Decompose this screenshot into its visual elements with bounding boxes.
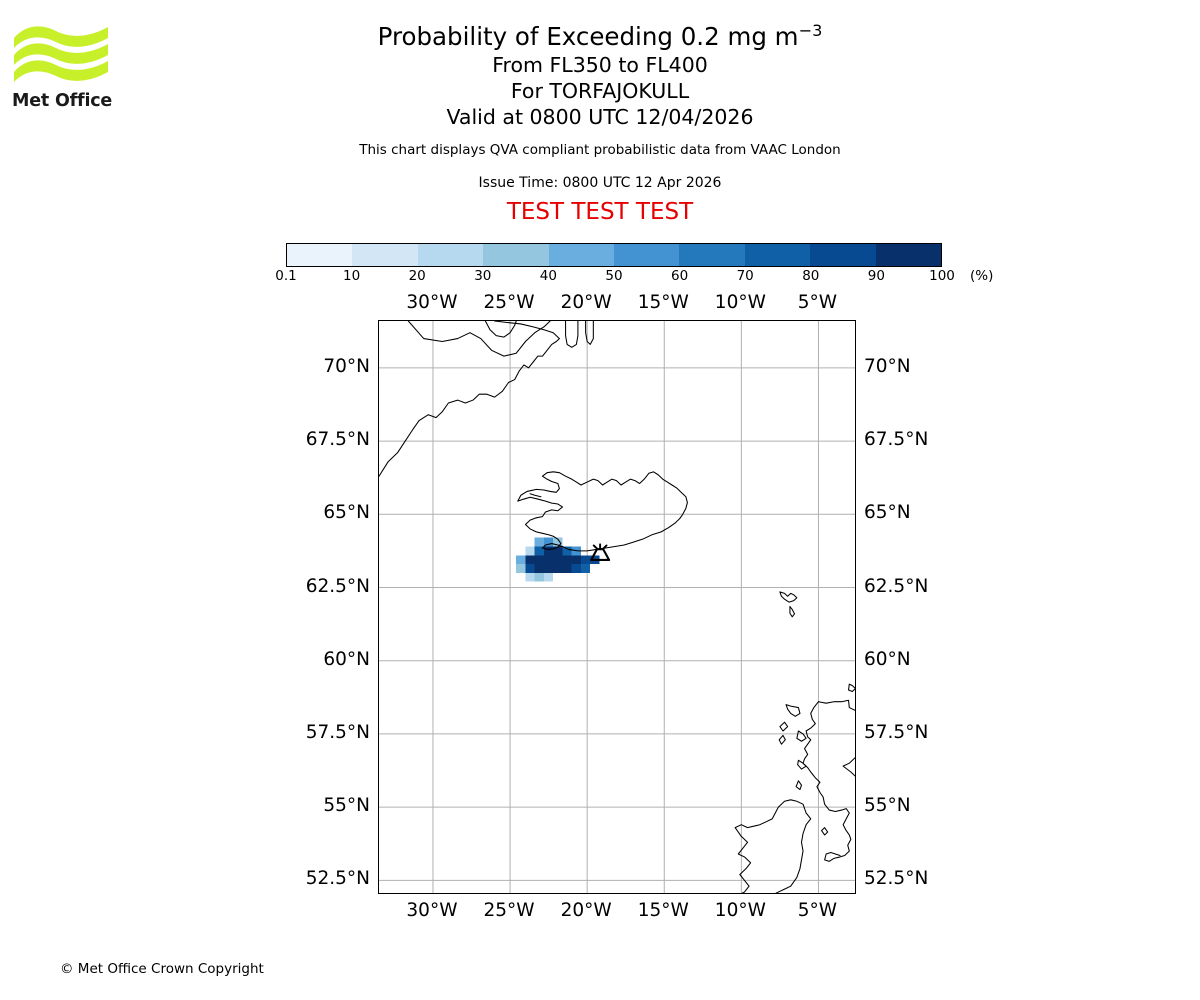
test-banner: TEST TEST TEST [506, 199, 694, 225]
colorbar-swatch-7 [744, 244, 811, 266]
lat-tick-left-52.5°N: 52.5°N [305, 868, 370, 890]
lon-tick-top-20°W: 20°W [560, 292, 612, 313]
lat-tick-right-67.5°N: 67.5°N [864, 429, 929, 451]
colorbar-swatch-5 [614, 244, 680, 266]
colorbar-tick-100: 100 [929, 268, 955, 284]
colorbar-tick-90: 90 [867, 268, 885, 284]
volcano-name-subtitle: For TORFAJOKULL [510, 79, 690, 103]
lon-tick-top-25°W: 25°W [483, 292, 535, 313]
map-canvas [379, 321, 855, 893]
lat-tick-right-57.5°N: 57.5°N [864, 721, 929, 743]
page-title-exponent: −3 [798, 20, 823, 40]
colorbar-swatch-3 [483, 244, 549, 266]
lon-tick-bottom-30°W: 30°W [406, 900, 458, 921]
lat-tick-right-52.5°N: 52.5°N [864, 868, 929, 890]
colorbar-tick-70: 70 [736, 268, 754, 284]
colorbar-tick-10: 10 [343, 268, 361, 284]
met-office-wave-icon [14, 26, 108, 82]
issue-time: Issue Time: 0800 UTC 12 Apr 2026 [478, 175, 722, 191]
colorbar-swatch-8 [810, 244, 876, 266]
lat-tick-left-55°N: 55°N [323, 795, 370, 817]
lon-tick-top-30°W: 30°W [406, 292, 458, 313]
lon-tick-bottom-15°W: 15°W [637, 900, 689, 921]
lon-tick-bottom-10°W: 10°W [714, 900, 766, 921]
colorbar-tick-60: 60 [671, 268, 689, 284]
lat-tick-left-62.5°N: 62.5°N [305, 575, 370, 597]
colorbar-swatch-9 [875, 244, 942, 266]
colorbar-tick-40: 40 [539, 268, 557, 284]
volcano-marker [590, 543, 611, 562]
coastlines [379, 321, 855, 893]
colorbar-swatch-0 [287, 244, 353, 266]
colorbar-tick-80: 80 [802, 268, 820, 284]
colorbar-tick-50: 50 [605, 268, 623, 284]
met-office-logo: Met Office [12, 22, 122, 114]
chart-header: Probability of Exceeding 0.2 mg m−3 From… [0, 22, 1200, 225]
valid-time-subtitle: Valid at 0800 UTC 12/04/2026 [446, 105, 754, 129]
colorbar-unit-label: (%) [970, 268, 994, 284]
lat-tick-right-60°N: 60°N [864, 648, 911, 670]
lat-tick-left-57.5°N: 57.5°N [305, 721, 370, 743]
lat-tick-left-65°N: 65°N [323, 502, 370, 524]
colorbar-swatch-4 [548, 244, 615, 266]
colorbar-swatch-6 [679, 244, 745, 266]
probability-colorbar [286, 243, 942, 267]
lon-tick-top-10°W: 10°W [714, 292, 766, 313]
lat-tick-left-67.5°N: 67.5°N [305, 429, 370, 451]
map-plot-area[interactable] [378, 320, 856, 894]
qva-note: This chart displays QVA compliant probab… [359, 142, 841, 158]
colorbar-tick-30: 30 [474, 268, 492, 284]
lon-tick-bottom-20°W: 20°W [560, 900, 612, 921]
lat-tick-right-62.5°N: 62.5°N [864, 575, 929, 597]
lon-tick-bottom-25°W: 25°W [483, 900, 535, 921]
page-title: Probability of Exceeding 0.2 mg m−3 [0, 22, 1200, 52]
colorbar-tick-labels: 0.1 10 20 30 40 50 60 70 80 90 100 [275, 268, 955, 288]
copyright-notice: © Met Office Crown Copyright [60, 961, 264, 977]
flight-level-subtitle: From FL350 to FL400 [492, 53, 708, 77]
lat-tick-right-70°N: 70°N [864, 355, 911, 377]
colorbar-tick-0.1: 0.1 [275, 268, 297, 284]
met-office-wordmark: Met Office [12, 91, 113, 111]
lon-tick-bottom-5°W: 5°W [797, 900, 838, 921]
colorbar-swatches [286, 243, 942, 267]
lat-tick-right-55°N: 55°N [864, 795, 911, 817]
map-gridlines [379, 321, 855, 893]
lon-tick-top-15°W: 15°W [637, 292, 689, 313]
lon-tick-top-5°W: 5°W [797, 292, 838, 313]
page-title-text: Probability of Exceeding 0.2 mg m [377, 22, 799, 51]
colorbar-tick-20: 20 [408, 268, 426, 284]
ash-probability-cells [516, 537, 600, 582]
lat-tick-left-70°N: 70°N [323, 355, 370, 377]
lat-tick-left-60°N: 60°N [323, 648, 370, 670]
colorbar-swatch-1 [352, 244, 418, 266]
colorbar-swatch-2 [417, 244, 484, 266]
lat-tick-right-65°N: 65°N [864, 502, 911, 524]
